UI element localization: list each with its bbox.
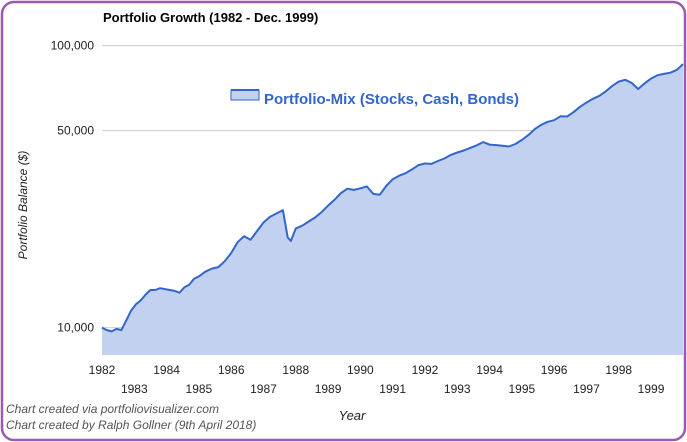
x-tick-label: 1990 [347,363,374,377]
x-tick-label: 1982 [89,363,116,377]
x-tick-label: 1987 [250,382,277,396]
series-line [101,63,684,333]
credit-line-2: Chart created by Ralph Gollner (9th Apri… [6,418,257,432]
x-tick-label: 1999 [638,382,665,396]
x-tick-label: 1994 [476,363,503,377]
y-axis-label: Portfolio Balance ($) [16,151,30,260]
x-tick-label: 1989 [315,382,342,396]
legend: Portfolio-Mix (Stocks, Cash, Bonds) [230,89,519,108]
y-tick-label: 100,000 [51,39,95,53]
y-tick-label: 50,000 [57,124,94,138]
chart-title: Portfolio Growth (1982 - Dec. 1999) [103,10,318,25]
x-tick-label: 1984 [153,363,180,377]
x-tick-label: 1992 [412,363,439,377]
legend-swatch [230,89,260,101]
x-tick-label: 1986 [218,363,245,377]
x-axis-label: Year [339,408,366,423]
y-tick-label: 10,000 [57,321,94,335]
x-tick-label: 1997 [573,382,600,396]
series-area-fill [102,64,683,355]
x-tick-label: 1993 [444,382,471,396]
x-tick-label: 1996 [541,363,568,377]
x-axis-ticks: 1982 1983 1984 1985 1986 1987 1988 1989 1990 1991… [89,363,665,396]
x-tick-label: 1983 [121,382,148,396]
x-tick-label: 1985 [186,382,213,396]
x-tick-label: 1998 [605,363,632,377]
x-tick-label: 1991 [379,382,406,396]
credit-line-1: Chart created via portfoliovisualizer.co… [6,402,219,416]
series-area [101,63,684,355]
y-axis-ticks: 10,000 50,000 100,000 [51,39,95,335]
x-tick-label: 1988 [282,363,309,377]
legend-label: Portfolio-Mix (Stocks, Cash, Bonds) [264,91,519,108]
x-tick-label: 1995 [508,382,535,396]
